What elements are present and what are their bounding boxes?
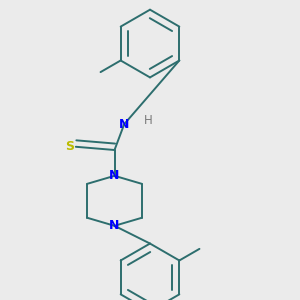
Text: H: H xyxy=(144,115,153,128)
Text: N: N xyxy=(109,169,120,182)
Text: N: N xyxy=(119,118,129,131)
Text: S: S xyxy=(65,140,74,153)
Text: N: N xyxy=(109,219,120,232)
